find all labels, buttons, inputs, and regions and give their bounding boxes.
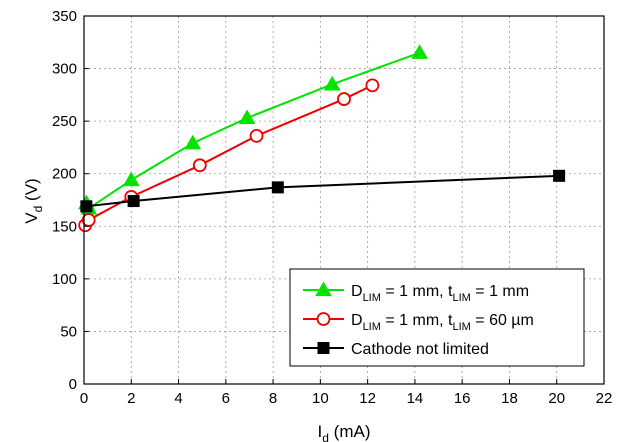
x-tick-label: 22 xyxy=(596,390,613,407)
x-tick-label: 12 xyxy=(359,390,376,407)
x-tick-label: 6 xyxy=(222,390,230,407)
series-2 xyxy=(78,78,380,233)
data-point xyxy=(249,128,264,143)
x-tick-label: 16 xyxy=(454,390,471,407)
x-tick-label: 14 xyxy=(407,390,424,407)
data-point xyxy=(365,78,380,93)
x-tick-label: 0 xyxy=(80,390,88,407)
y-tick-label: 200 xyxy=(52,166,77,183)
x-tick-label: 18 xyxy=(501,390,518,407)
x-tick-label: 20 xyxy=(548,390,565,407)
data-point xyxy=(411,44,428,59)
series-line xyxy=(86,174,560,208)
y-tick-label: 0 xyxy=(69,376,77,393)
legend-entries: DLIM = 1 mm, tLIM = 1 mm DLIM = 1 mm, tLI… xyxy=(303,281,534,358)
series-3 xyxy=(80,169,566,213)
x-tick-label: 2 xyxy=(127,390,135,407)
legend-entry-1: DLIM = 1 mm, tLIM = 1 mm xyxy=(303,281,529,304)
legend-entry-3: Cathode not limited xyxy=(303,341,489,358)
plot-frame xyxy=(83,15,605,385)
legend-label: Cathode not limited xyxy=(351,341,489,358)
series-layer xyxy=(78,44,566,233)
y-tick-label: 50 xyxy=(60,323,77,340)
x-tick-label: 10 xyxy=(312,390,329,407)
data-point xyxy=(271,181,284,194)
data-point xyxy=(553,169,566,182)
y-tick-label: 150 xyxy=(52,218,77,235)
legend: DLIM = 1 mm, tLIM = 1 mm DLIM = 1 mm, tLI… xyxy=(289,268,585,367)
y-axis-title: Vd (V) xyxy=(22,178,45,223)
data-point xyxy=(323,75,341,91)
y-tick-label: 100 xyxy=(52,271,77,288)
legend-label: DLIM = 1 mm, tLIM = 1 mm xyxy=(351,283,529,304)
data-point xyxy=(184,134,202,150)
data-point xyxy=(80,200,93,213)
data-point xyxy=(127,195,140,208)
legend-label: DLIM = 1 mm, tLIM = 60 µm xyxy=(351,312,534,333)
data-point xyxy=(238,109,256,125)
x-tick-label: 8 xyxy=(269,390,277,407)
x-axis-title: Id (mA) xyxy=(318,422,371,442)
data-point xyxy=(122,171,140,187)
y-tick-label: 300 xyxy=(52,61,77,78)
legend-box xyxy=(289,268,585,367)
legend-marker xyxy=(317,342,330,354)
y-tick-label: 250 xyxy=(52,113,77,130)
legend-entry-2: DLIM = 1 mm, tLIM = 60 µm xyxy=(303,312,534,333)
data-point xyxy=(192,158,207,173)
legend-marker xyxy=(315,281,332,297)
ticks: 0 2 4 6 8 10 12 14 16 18 20 22 0 50 100 150 200 250 300 350 xyxy=(52,8,612,407)
x-tick-label: 4 xyxy=(174,390,182,407)
legend-marker xyxy=(316,312,331,326)
data-point xyxy=(337,92,351,106)
series-1 xyxy=(78,44,428,215)
y-tick-label: 350 xyxy=(52,8,77,25)
